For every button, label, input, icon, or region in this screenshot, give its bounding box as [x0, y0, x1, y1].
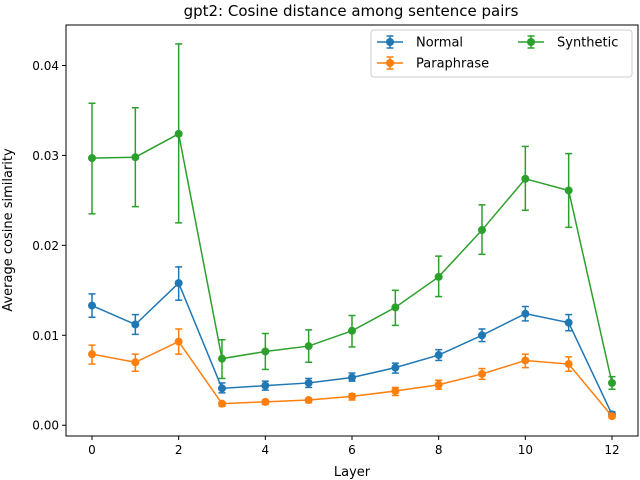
- data-point: [304, 396, 313, 405]
- data-point: [174, 279, 183, 288]
- data-point: [564, 318, 573, 327]
- data-point: [131, 320, 140, 329]
- y-tick-label: 0.04: [32, 59, 59, 73]
- series-synthetic: [88, 43, 616, 390]
- data-point: [478, 331, 486, 340]
- x-tick-label: 2: [175, 443, 183, 457]
- data-point: [434, 380, 443, 389]
- data-point: [348, 392, 356, 401]
- y-axis-label: Average cosine similarity: [1, 148, 16, 312]
- legend: Normal Paraphrase Synthetic: [370, 29, 633, 78]
- x-tick-label: 0: [88, 443, 96, 457]
- data-point: [478, 226, 486, 235]
- data-point: [88, 350, 96, 359]
- y-tick-label: 0.00: [32, 419, 59, 433]
- legend-marker: [386, 59, 394, 67]
- data-point: [131, 153, 140, 162]
- x-tick-label: 6: [348, 443, 356, 457]
- data-point: [261, 347, 270, 356]
- series-group: [88, 43, 616, 421]
- y-tick-label: 0.03: [32, 149, 59, 163]
- data-point: [88, 301, 96, 310]
- data-point: [88, 154, 96, 163]
- data-point: [521, 309, 530, 318]
- data-point: [608, 412, 616, 421]
- y-tick-label: 0.02: [32, 239, 59, 253]
- legend-marker: [386, 38, 394, 46]
- data-point: [564, 360, 573, 369]
- legend-entry-paraphrase: Paraphrase: [377, 56, 489, 72]
- data-point: [174, 129, 183, 138]
- legend-marker: [527, 38, 535, 46]
- data-point: [261, 397, 270, 406]
- data-point: [348, 373, 356, 382]
- plot-frame: [65, 24, 639, 437]
- data-point: [521, 356, 530, 365]
- data-point: [348, 326, 356, 335]
- legend-label: Normal: [416, 36, 463, 51]
- chart-title: gpt2: Cosine distance among sentence pai…: [184, 2, 519, 20]
- legend-box: [370, 29, 633, 78]
- data-point: [391, 387, 400, 396]
- data-point: [434, 272, 443, 281]
- data-point: [218, 399, 226, 408]
- data-point: [304, 342, 313, 351]
- data-point: [608, 378, 616, 387]
- y-tick-label: 0.01: [32, 329, 59, 343]
- x-tick-label: 8: [435, 443, 443, 457]
- data-point: [218, 384, 226, 393]
- series-normal: [88, 266, 616, 419]
- legend-entry-normal: Normal: [377, 35, 463, 51]
- legend-entry-synthetic: Synthetic: [518, 35, 618, 51]
- x-tick-label: 10: [518, 443, 533, 457]
- data-point: [434, 351, 443, 360]
- data-point: [174, 337, 183, 346]
- data-point: [391, 303, 400, 312]
- x-axis-label: Layer: [334, 465, 371, 480]
- data-point: [218, 354, 226, 363]
- data-point: [478, 369, 486, 378]
- legend-label: Paraphrase: [416, 57, 489, 72]
- data-point: [391, 363, 400, 372]
- data-point: [261, 381, 270, 390]
- x-tick-label: 12: [604, 443, 619, 457]
- legend-label: Synthetic: [557, 36, 618, 51]
- data-point: [564, 186, 573, 195]
- x-tick-label: 4: [262, 443, 270, 457]
- series-paraphrase: [88, 328, 616, 421]
- axes: 0 2 4 6 8 10 12 0.00 0.01 0.02 0.03 0.04: [32, 59, 619, 457]
- data-point: [131, 358, 140, 367]
- data-point: [521, 174, 530, 183]
- data-point: [304, 378, 313, 387]
